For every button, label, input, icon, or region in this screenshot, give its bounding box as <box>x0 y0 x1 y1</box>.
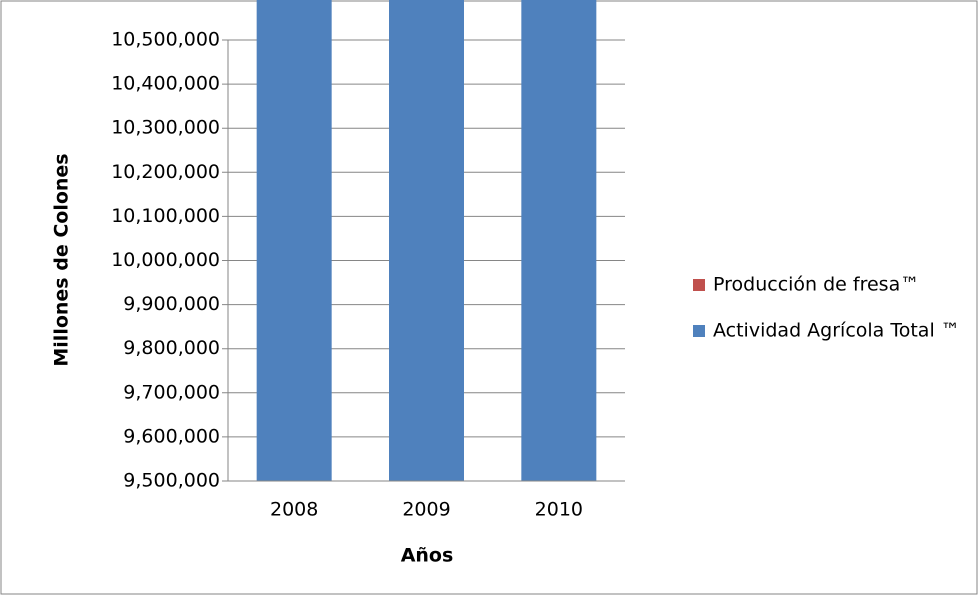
y-tick-label: 9,600,000 <box>123 425 220 447</box>
x-tick-label: 2008 <box>270 499 318 521</box>
bar-segment <box>521 0 597 481</box>
x-tick-label: 2010 <box>535 499 583 521</box>
y-tick-label: 10,000,000 <box>111 249 220 271</box>
legend-swatch <box>693 279 705 291</box>
y-tick-label: 10,400,000 <box>111 73 220 95</box>
y-tick-label: 9,900,000 <box>123 293 220 315</box>
y-axis-label: Millones de Colones <box>51 153 73 366</box>
y-tick-label: 9,500,000 <box>123 470 220 492</box>
y-tick-label: 10,100,000 <box>111 205 220 227</box>
x-axis-label: Años <box>401 545 454 567</box>
y-tick-label: 10,300,000 <box>111 117 220 139</box>
legend-swatch <box>693 325 705 337</box>
legend-label: Actividad Agrícola Total ™ <box>713 320 960 342</box>
y-tick-label: 10,500,000 <box>111 29 220 51</box>
x-tick-label: 2009 <box>402 499 450 521</box>
legend-label: Producción de fresa™ <box>713 274 919 296</box>
y-tick-label: 9,800,000 <box>123 337 220 359</box>
y-tick-label: 9,700,000 <box>123 381 220 403</box>
y-tick-label: 10,200,000 <box>111 161 220 183</box>
bar-segment <box>256 0 332 481</box>
bar-segment <box>389 0 464 481</box>
